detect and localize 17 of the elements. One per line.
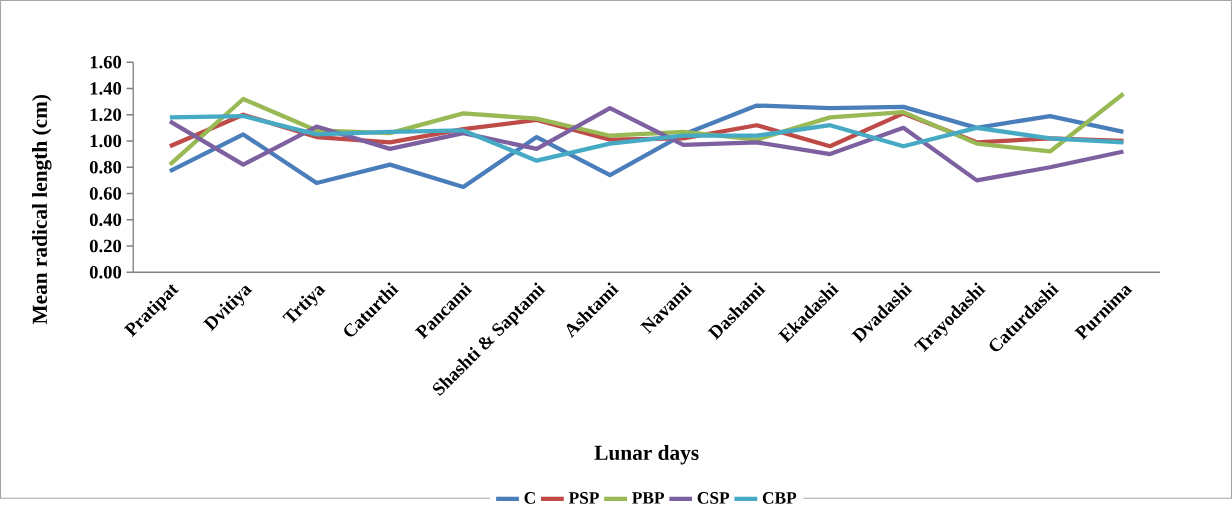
legend-label: PBP — [632, 492, 665, 504]
y-axis-title: Mean radical length (cm) — [31, 94, 52, 325]
line-series — [167, 113, 1126, 163]
y-tick-label: 1.60 — [90, 55, 122, 69]
legend-label: CSP — [697, 492, 730, 504]
y-tick-label: 1.20 — [90, 108, 122, 122]
legend-label: C — [524, 492, 535, 504]
x-axis-title: Lunar days — [594, 445, 699, 465]
legend-label: CBP — [762, 492, 797, 504]
y-tick-label: 0.40 — [89, 213, 122, 227]
y-tick-label: 1.00 — [90, 134, 122, 148]
y-tick-label: 0.00 — [89, 265, 122, 279]
y-tick-label: 0.20 — [89, 239, 122, 253]
y-tick-label: 0.80 — [89, 160, 122, 174]
legend-label: PSP — [568, 492, 599, 504]
y-tick-label: 1.40 — [90, 82, 122, 95]
y-tick-label: 0.60 — [89, 187, 122, 200]
